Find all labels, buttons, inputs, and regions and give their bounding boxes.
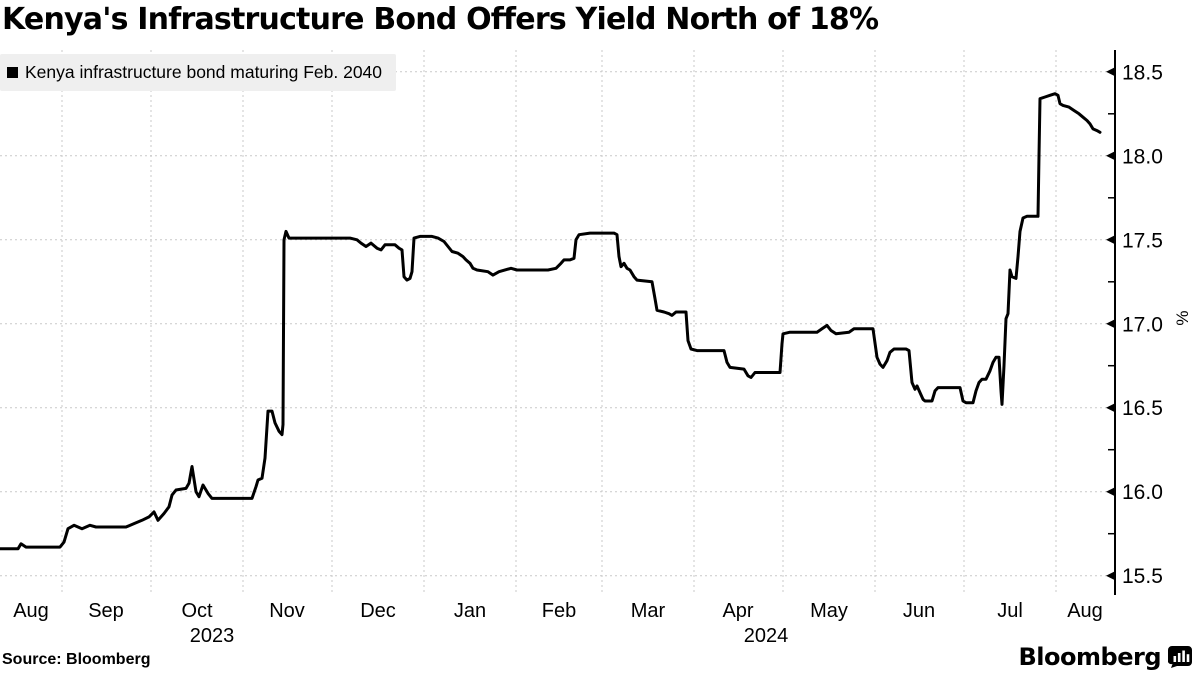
- x-axis-month-label: Dec: [360, 600, 396, 622]
- x-axis-year-label: 2024: [744, 625, 789, 647]
- x-axis-month-label: Oct: [181, 600, 213, 622]
- legend-label: Kenya infrastructure bond maturing Feb. …: [25, 62, 383, 82]
- y-axis-tick-label: 17.0: [1122, 313, 1163, 336]
- bloomberg-logo-icon: [1168, 646, 1192, 668]
- bloomberg-wordmark: Bloomberg: [1018, 643, 1162, 671]
- y-axis-tick-label: 16.0: [1122, 481, 1163, 504]
- y-axis-tick: [1106, 487, 1115, 497]
- y-axis-tick-label: 18.5: [1122, 61, 1163, 84]
- x-axis-month-label: Aug: [1067, 600, 1103, 622]
- y-axis-tick: [1106, 151, 1115, 161]
- y-axis-tick: [1106, 403, 1115, 413]
- y-axis-tick: [1106, 235, 1115, 245]
- y-axis-tick: [1106, 571, 1115, 581]
- y-axis-unit-label: %: [1173, 310, 1192, 325]
- x-axis-month-label: Jan: [454, 600, 486, 622]
- source-label: Source: Bloomberg: [2, 651, 151, 668]
- x-axis-month-label: May: [810, 600, 848, 622]
- x-axis-month-label: Apr: [722, 600, 753, 622]
- x-axis-month-label: Jul: [997, 600, 1023, 622]
- x-axis-month-label: Mar: [631, 600, 666, 622]
- chart-title: Kenya's Infrastructure Bond Offers Yield…: [2, 2, 879, 37]
- x-axis-month-label: Feb: [542, 600, 576, 622]
- x-axis-month-label: Sep: [88, 600, 124, 622]
- y-axis-tick-label: 18.0: [1122, 145, 1163, 168]
- bloomberg-logo: Bloomberg: [1019, 643, 1192, 671]
- x-axis-month-label: Nov: [269, 600, 305, 622]
- legend-swatch-icon: [7, 67, 18, 78]
- x-axis-month-label: Jun: [903, 600, 935, 622]
- y-axis-tick-label: 17.5: [1122, 229, 1163, 252]
- y-axis-tick: [1106, 67, 1115, 77]
- y-axis-tick: [1106, 319, 1115, 329]
- legend: Kenya infrastructure bond maturing Feb. …: [0, 54, 397, 91]
- y-axis-tick-label: 16.5: [1122, 397, 1163, 420]
- y-axis-tick-label: 15.5: [1122, 565, 1163, 588]
- x-axis-month-label: Aug: [13, 600, 49, 622]
- yield-line: [0, 92, 1102, 551]
- x-axis-year-label: 2023: [190, 625, 235, 647]
